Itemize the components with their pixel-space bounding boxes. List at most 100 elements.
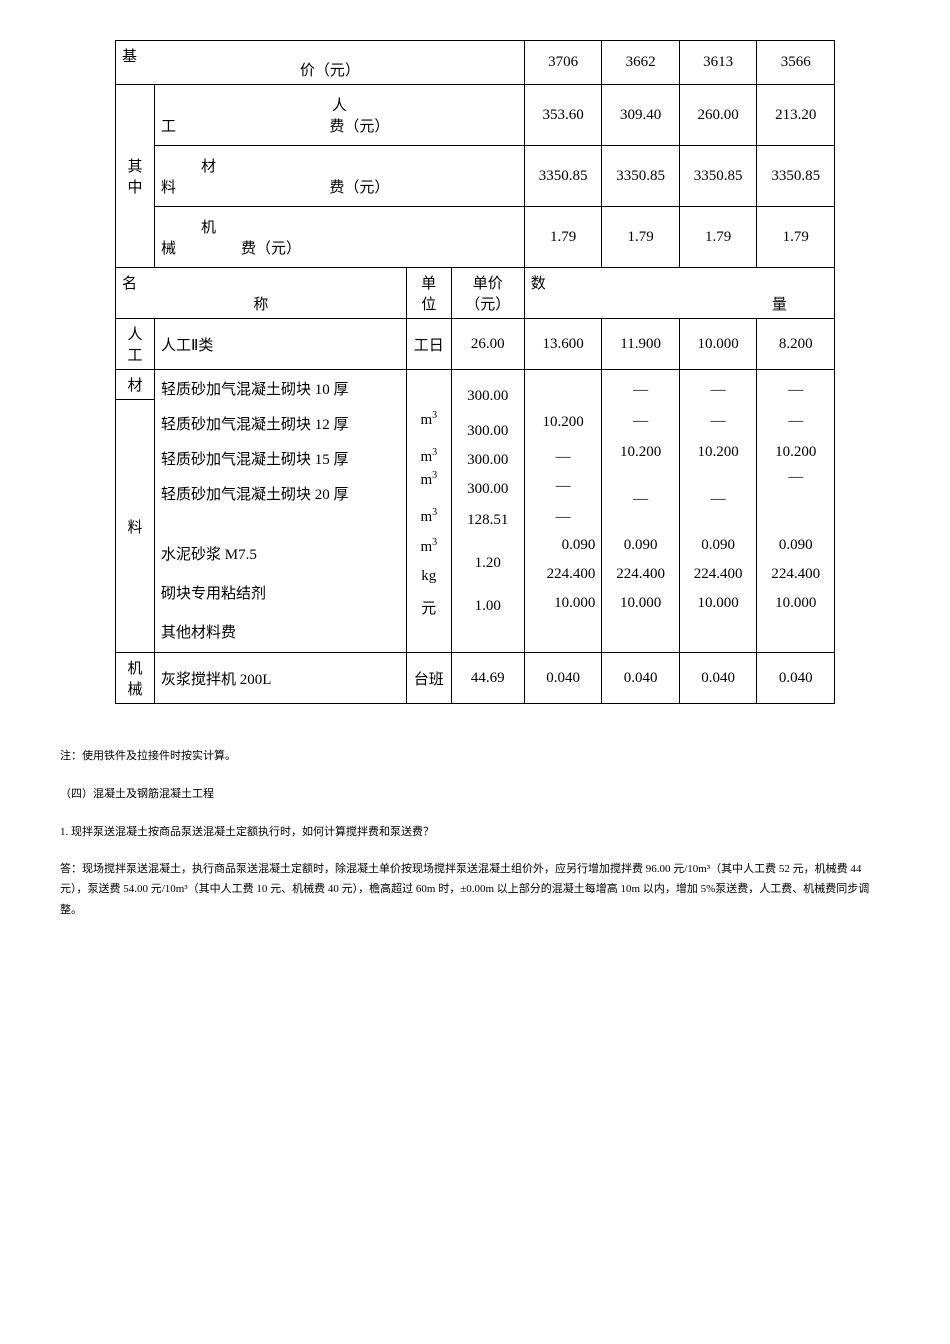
mat-r6-q2: 0.090 — [608, 537, 673, 554]
mat-r1-q3: — — [686, 382, 751, 399]
labor-cat: 人工 — [116, 319, 155, 370]
mat-r4-name: 轻质砂加气混凝土砌块 20 厚 — [161, 473, 400, 508]
mat-r6-price: 1.20 — [458, 555, 518, 572]
mat-r2-price: 300.00 — [458, 423, 518, 440]
mat-r4-q2: — — [608, 491, 673, 508]
labor-price: 26.00 — [451, 319, 524, 370]
labor-v1: 353.60 — [524, 85, 602, 146]
labor-q1: 13.600 — [524, 319, 602, 370]
mat-r1-q2: — — [608, 382, 673, 399]
material-pre: 材 — [201, 155, 216, 176]
base-label-mid: 价（元） — [142, 45, 518, 80]
mat-r7-unit: 元 — [413, 597, 445, 618]
section-title: （四）混凝土及钢筋混凝土工程 — [60, 782, 890, 806]
machine-v1: 1.79 — [524, 207, 602, 268]
mach-q3: 0.040 — [679, 653, 757, 704]
material-v2: 3350.85 — [602, 146, 680, 207]
mat-r3-q1: — — [531, 449, 596, 466]
mat-r8-price: 1.00 — [458, 598, 518, 615]
mat-r6-name: 水泥砂浆 M7.5 — [161, 537, 400, 570]
mach-row: 机械 灰浆搅拌机 200L 台班 44.69 0.040 0.040 0.040… — [116, 653, 835, 704]
cost-table: 基 价（元） 3706 3662 3613 3566 其中 人 工 费（元） 3… — [115, 40, 835, 704]
mach-unit: 台班 — [406, 653, 451, 704]
mat-r5-unit: m3 — [413, 537, 445, 556]
mat-r2-unit: m3 — [413, 447, 445, 466]
material-main: 料 — [161, 176, 201, 197]
mat-r1-name: 轻质砂加气混凝土砌块 10 厚 — [161, 374, 400, 403]
mat-r7-q4: 224.400 — [763, 566, 828, 583]
machine-v2: 1.79 — [602, 207, 680, 268]
mat-r5-q1: — — [531, 509, 596, 526]
mat-r8-q4: 10.000 — [763, 595, 828, 612]
mat-r1-price: 300.00 — [458, 388, 518, 405]
labor-v3: 260.00 — [679, 85, 757, 146]
mat-r7-q1: 224.400 — [531, 566, 596, 583]
question-1: 1. 现拌泵送混凝土按商品泵送混凝土定额执行时，如何计算搅拌费和泵送费？ — [60, 820, 890, 844]
mat-r3-unit: m3 — [413, 470, 445, 489]
labor-fee-label: 费（元） — [201, 115, 518, 136]
mat-r6-q4: 0.090 — [763, 537, 828, 554]
row-machine-fee: 机 械 费（元） 1.79 1.79 1.79 1.79 — [116, 207, 835, 268]
mat-r5-price: 128.51 — [458, 512, 518, 529]
mach-cat: 机械 — [116, 653, 155, 704]
mat-r2-name: 轻质砂加气混凝土砌块 12 厚 — [161, 403, 400, 438]
machine-v3: 1.79 — [679, 207, 757, 268]
mat-r4-q1: — — [531, 478, 596, 495]
mat-r7-name: 砌块专用粘结剂 — [161, 570, 400, 615]
hdr-name-l: 名 — [122, 272, 400, 293]
mat-r8-q1: 10.000 — [531, 595, 596, 612]
answer-1: 答：现场搅拌泵送混凝土，执行商品泵送混凝土定额时，除混凝土单价按现场搅拌泵送混凝… — [60, 859, 890, 922]
notes-block: 注：使用铁件及拉接件时按实计算。 （四）混凝土及钢筋混凝土工程 1. 现拌泵送混… — [60, 744, 890, 921]
labor-main: 工 — [161, 115, 201, 136]
base-v3: 3613 — [679, 41, 757, 85]
mat-cat2: 料 — [116, 400, 155, 653]
base-label-left: 基 — [122, 45, 142, 80]
machine-main: 械 — [161, 237, 201, 258]
mat-r4-q3: — — [686, 491, 751, 508]
hdr-unit-l: 单 — [413, 272, 445, 293]
material-v1: 3350.85 — [524, 146, 602, 207]
mat-r4-price: 300.00 — [458, 481, 518, 498]
labor-v2: 309.40 — [602, 85, 680, 146]
labor-q2: 11.900 — [602, 319, 680, 370]
hdr-price-l: 单价 — [458, 272, 518, 293]
mat-r4-q4-a: 10.200 — [763, 444, 828, 461]
base-v2: 3662 — [602, 41, 680, 85]
mat-cat: 材 — [116, 370, 155, 400]
mat-r3-q2: 10.200 — [608, 444, 673, 461]
mat-r7-q2: 224.400 — [608, 566, 673, 583]
mat-r6-q3: 0.090 — [686, 537, 751, 554]
mat-r8-q2: 10.000 — [608, 595, 673, 612]
row-material-fee: 材 料 费（元） 3350.85 3350.85 3350.85 3350.85 — [116, 146, 835, 207]
mat-r2-q2: — — [608, 413, 673, 430]
mat-r6-unit: kg — [413, 568, 445, 585]
mach-q1: 0.040 — [524, 653, 602, 704]
material-fee-label: 费（元） — [201, 176, 518, 197]
mat-r3-q3: 10.200 — [686, 444, 751, 461]
labor-v4: 213.20 — [757, 85, 835, 146]
mach-name: 灰浆搅拌机 200L — [155, 653, 407, 704]
mat-r7-q3: 224.400 — [686, 566, 751, 583]
row-base: 基 价（元） 3706 3662 3613 3566 — [116, 41, 835, 85]
mach-q2: 0.040 — [602, 653, 680, 704]
mat-r8-q3: 10.000 — [686, 595, 751, 612]
mat-r6-q1: 0.090 — [531, 537, 596, 554]
mat-r3-name: 轻质砂加气混凝土砌块 15 厚 — [161, 438, 400, 473]
machine-fee-label: 费（元） — [201, 237, 518, 258]
parent-qizhong: 其中 — [116, 85, 155, 268]
mach-q4: 0.040 — [757, 653, 835, 704]
hdr-unit-r: 位 — [413, 293, 445, 314]
machine-v4: 1.79 — [757, 207, 835, 268]
mat-r1-q4: — — [763, 382, 828, 399]
machine-pre: 机 — [201, 216, 216, 237]
mat-r1-unit: m3 — [413, 410, 445, 429]
mat-r2-q3: — — [686, 413, 751, 430]
mat-r2-q4: — — [763, 413, 828, 430]
row-labor-fee: 其中 人 工 费（元） 353.60 309.40 260.00 213.20 — [116, 85, 835, 146]
base-v4: 3566 — [757, 41, 835, 85]
material-v3: 3350.85 — [679, 146, 757, 207]
mat-r4-unit: m3 — [413, 507, 445, 526]
note-1: 注：使用铁件及拉接件时按实计算。 — [60, 744, 890, 768]
header-row: 名 称 单 位 单价 （元） 数 量 — [116, 268, 835, 319]
labor-name: 人工Ⅱ类 — [155, 319, 407, 370]
